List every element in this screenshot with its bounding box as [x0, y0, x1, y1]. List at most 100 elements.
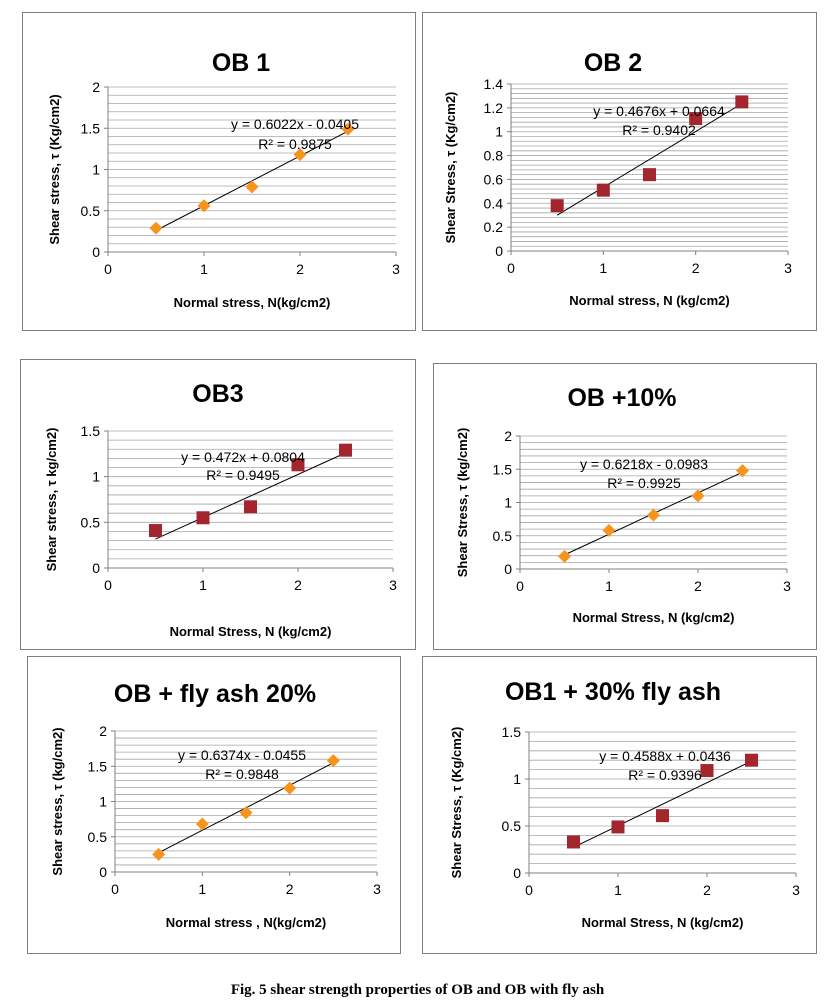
data-point — [736, 464, 749, 478]
data-point — [283, 781, 297, 795]
r-squared-label: R² = 0.9925 — [607, 475, 681, 491]
data-point — [245, 180, 259, 194]
chart-panel-ob1-flyash-30: OB1 + 30% fly ash 0 0.5 1 1.5 0 1 2 3 Normal Stre… — [422, 656, 817, 954]
y-axis-label: Shear stress, τ (kg/cm2) — [50, 727, 65, 875]
data-point — [341, 122, 355, 136]
data-point — [647, 508, 660, 522]
chart-title: OB3 — [192, 380, 243, 408]
y-tick-label: 0.2 — [484, 219, 504, 235]
y-tick-label: 0.5 — [81, 203, 101, 219]
x-tick-label: 2 — [286, 881, 294, 897]
x-tick-label: 2 — [703, 882, 711, 898]
y-tick-label: 0 — [513, 865, 521, 881]
r-squared-label: R² = 0.9495 — [206, 467, 280, 483]
y-tick-label: 1.5 — [81, 423, 101, 439]
trendline-equation: y = 0.6218x - 0.0983 — [580, 456, 708, 472]
data-point — [567, 835, 580, 849]
x-tick-label: 1 — [605, 578, 613, 594]
x-tick-label: 1 — [198, 881, 206, 897]
x-axis-label: Normal stress, N (kg/cm2) — [569, 293, 729, 308]
data-point — [689, 112, 703, 126]
data-point — [339, 443, 352, 457]
chart-title: OB + fly ash 20% — [114, 680, 316, 708]
x-tick-label: 0 — [111, 881, 119, 897]
y-axis-label: Shear Stress, τ (Kg/cm2) — [449, 727, 464, 879]
chart-title: OB +10% — [567, 384, 676, 412]
y-tick-label: 1 — [92, 162, 100, 178]
x-tick-label: 3 — [783, 578, 791, 594]
y-tick-label: 0.5 — [493, 528, 513, 544]
y-tick-label: 0.5 — [88, 829, 108, 845]
data-point — [700, 764, 714, 778]
r-squared-label: R² = 0.9402 — [622, 122, 696, 138]
chart-title: OB1 + 30% fly ash — [505, 678, 721, 706]
trendline-equation: y = 0.4676x + 0.0664 — [593, 103, 725, 119]
trendline-equation: y = 0.6374x - 0.0455 — [178, 747, 306, 763]
x-tick-label: 1 — [614, 882, 622, 898]
chart-svg: OB + fly ash 20% 0 0.5 1 1.5 2 0 1 2 3 Normal stre… — [50, 680, 381, 930]
y-tick-label: 2 — [92, 79, 100, 95]
data-point — [735, 95, 749, 109]
data-point — [149, 524, 162, 538]
r-squared-label: R² = 0.9396 — [628, 767, 702, 783]
data-point — [244, 500, 257, 514]
y-axis-label: Shear Stress, τ (kg/cm2) — [455, 428, 470, 578]
data-point — [197, 199, 211, 213]
trendline-equation: y = 0.4588x + 0.0436 — [599, 748, 731, 764]
r-squared-label: R² = 0.9848 — [205, 766, 279, 782]
data-point — [558, 549, 571, 563]
data-point — [195, 817, 209, 831]
chart-svg: OB +10% 0 0.5 1 1.5 2 0 1 2 3 Normal Stress, N (kg… — [455, 384, 791, 625]
chart-svg: OB3 0 0.5 1 1.5 0 1 2 3 Normal Stress, N (kg/cm2)… — [44, 380, 397, 639]
y-tick-label: 0.4 — [484, 195, 504, 211]
chart-svg: OB 2 0 0.2 0.4 0.6 0.8 1 1.2 1.4 0 1 2 3 Normal stres… — [443, 49, 792, 308]
y-tick-label: 1.5 — [81, 120, 101, 136]
x-tick-label: 2 — [692, 260, 700, 276]
y-tick-label: 1 — [99, 794, 107, 810]
x-axis-label: Normal Stress, N (kg/cm2) — [573, 610, 735, 625]
chart-svg: OB1 + 30% fly ash 0 0.5 1 1.5 0 1 2 3 Normal Stre… — [449, 678, 800, 930]
x-tick-label: 1 — [199, 577, 207, 593]
y-axis-label: Shear Stress, τ (Kg/cm2) — [443, 92, 458, 244]
y-tick-label: 2 — [99, 723, 107, 739]
trendline-equation: y = 0.472x + 0.0804 — [181, 449, 305, 465]
chart-panel-ob2: OB 2 0 0.2 0.4 0.6 0.8 1 1.2 1.4 0 1 2 3 Normal stres… — [422, 12, 817, 331]
y-tick-label: 0 — [495, 243, 503, 259]
x-axis-label: Normal stress , N(kg/cm2) — [166, 915, 326, 930]
y-axis-label: Shear stress, τ kg/cm2) — [44, 428, 59, 572]
data-point — [239, 806, 253, 820]
x-tick-label: 3 — [792, 882, 800, 898]
data-point — [291, 458, 305, 472]
x-tick-label: 2 — [296, 261, 304, 277]
y-tick-label: 0 — [504, 561, 512, 577]
data-point — [149, 221, 163, 235]
y-tick-label: 1.5 — [88, 758, 108, 774]
chart-svg: OB 1 0 0.5 1 1.5 2 0 1 2 3 Normal stress, N(kg/cm2… — [47, 49, 400, 310]
y-tick-label: 1 — [495, 124, 503, 140]
data-point — [550, 199, 564, 213]
data-point — [745, 753, 758, 767]
chart-title: OB 2 — [584, 49, 642, 77]
data-point — [643, 168, 656, 182]
y-tick-label: 0 — [92, 560, 100, 576]
data-point — [656, 809, 669, 823]
r-squared-label: R² = 0.9875 — [258, 136, 332, 152]
y-tick-label: 1 — [92, 469, 100, 485]
x-axis-label: Normal Stress, N (kg/cm2) — [582, 915, 744, 930]
data-point — [326, 754, 340, 768]
x-axis-label: Normal Stress, N (kg/cm2) — [170, 624, 332, 639]
data-point — [691, 489, 705, 503]
x-axis-label: Normal stress, N(kg/cm2) — [174, 295, 331, 310]
y-tick-label: 0.5 — [81, 514, 101, 530]
x-tick-label: 0 — [516, 578, 524, 594]
y-tick-label: 1.2 — [484, 100, 504, 116]
x-tick-label: 3 — [784, 260, 792, 276]
chart-panel-ob-flyash-20: OB + fly ash 20% 0 0.5 1 1.5 2 0 1 2 3 Normal stre… — [27, 656, 401, 954]
y-tick-label: 0 — [92, 244, 100, 260]
x-tick-label: 3 — [392, 261, 400, 277]
chart-panel-ob-10: OB +10% 0 0.5 1 1.5 2 0 1 2 3 Normal Stress, N (kg… — [433, 363, 817, 650]
y-tick-label: 0 — [99, 864, 107, 880]
y-tick-label: 1.4 — [484, 76, 504, 92]
chart-title: OB 1 — [212, 49, 270, 77]
x-tick-label: 0 — [104, 577, 112, 593]
